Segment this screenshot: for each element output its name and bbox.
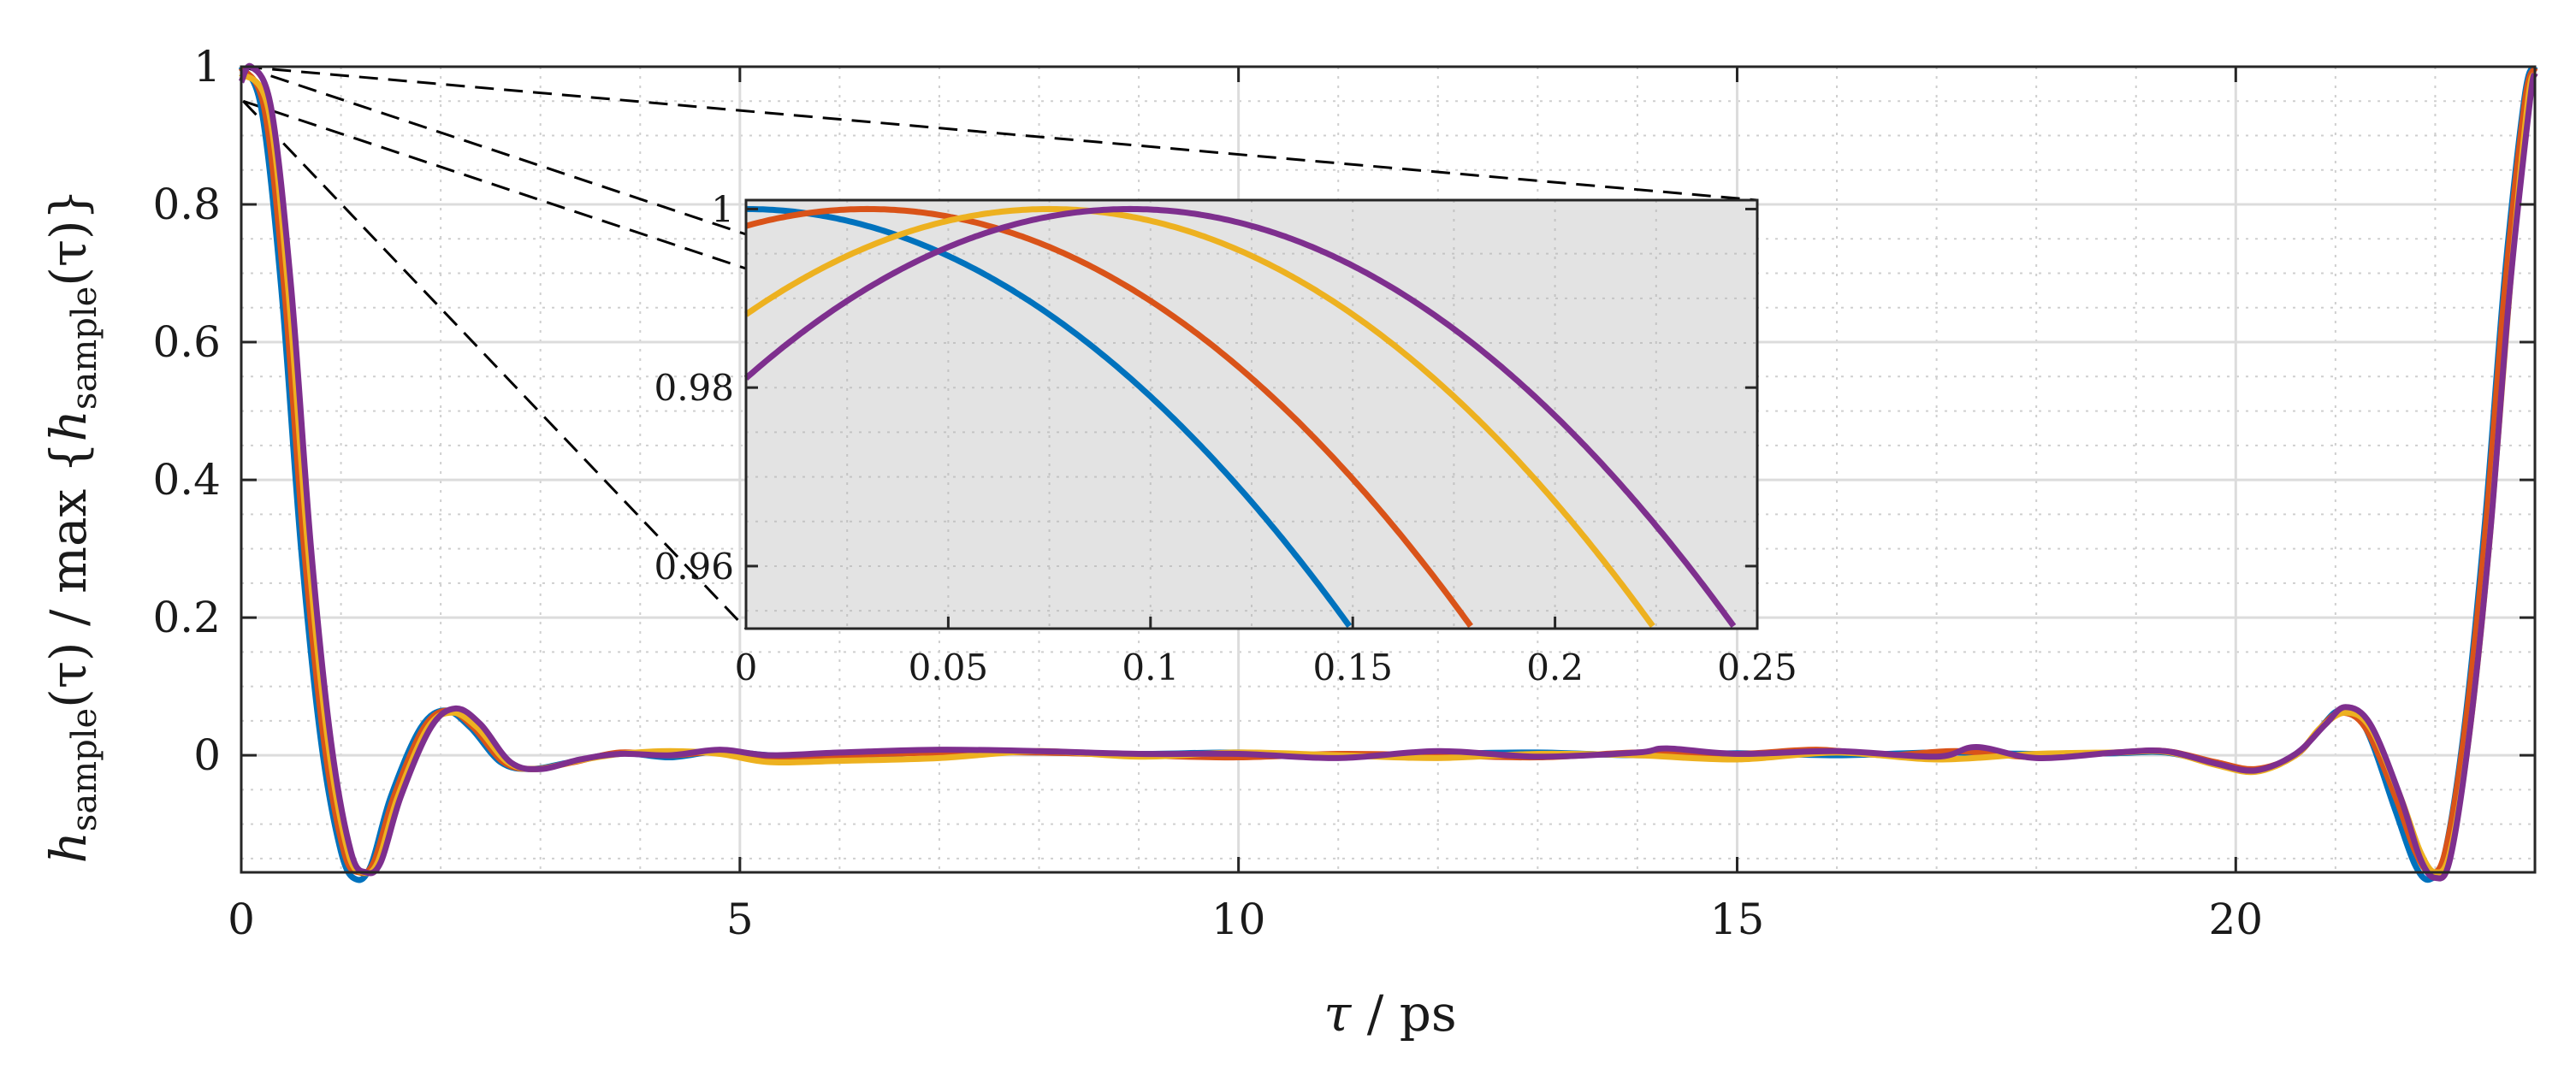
zoom-connector-line <box>242 65 747 236</box>
main-axes-frame <box>240 65 2537 874</box>
inset-series-line-series-3 <box>744 205 1655 629</box>
y-tick-label: 0 <box>193 730 221 780</box>
inset-x-tick-label: 0.15 <box>1312 647 1393 688</box>
inset-x-tick-label: 0.1 <box>1122 647 1179 688</box>
x-tick-label: 15 <box>1710 895 1765 944</box>
zoom-connector-lines <box>242 65 1758 630</box>
inset-axes-frame <box>744 198 1759 630</box>
inset-x-tick-label: 0.2 <box>1526 647 1584 688</box>
x-tick-label: 0 <box>228 895 255 944</box>
zoom-connector-line <box>243 65 1758 202</box>
inset-axes: 0 0.05 0.1 0.15 0.2 0.25 0.96 0.98 1 <box>654 188 1797 688</box>
inset-y-tick-label: 0.96 <box>654 546 734 588</box>
inset-series-line-series-2 <box>745 205 1473 629</box>
inset-x-tick-label: 0.25 <box>1717 647 1797 688</box>
x-tick-label: 5 <box>726 895 754 944</box>
x-tick-label: 20 <box>2208 895 2263 944</box>
inset-x-tick-label: 0 <box>735 647 758 688</box>
zoom-connector-line <box>242 100 748 630</box>
y-tick-label: 0.4 <box>152 455 221 505</box>
inset-x-tick-label: 0.05 <box>909 647 989 688</box>
y-tick-label: 0.6 <box>152 317 221 367</box>
y-tick-label: 0.8 <box>152 180 221 229</box>
inset-background <box>746 200 1757 629</box>
y-tick-label: 0.2 <box>152 593 221 642</box>
inset-y-tick-label: 0.98 <box>654 367 734 409</box>
inset-series-line-series-1 <box>745 205 1353 629</box>
zoom-connector-line <box>242 99 747 270</box>
inset-series-line-series-4 <box>743 205 1737 629</box>
x-tick-label: 10 <box>1211 895 1266 944</box>
inset-series-group <box>743 205 1737 629</box>
inset-ticks: 0 0.05 0.1 0.15 0.2 0.25 0.96 0.98 1 <box>654 188 1797 688</box>
x-axis-title: τ / ps <box>1324 984 1456 1043</box>
y-axis-title: hsample(τ) / max {hsample(τ)} <box>39 188 104 863</box>
inset-y-tick-label: 1 <box>711 188 734 230</box>
y-tick-label: 1 <box>193 42 221 92</box>
